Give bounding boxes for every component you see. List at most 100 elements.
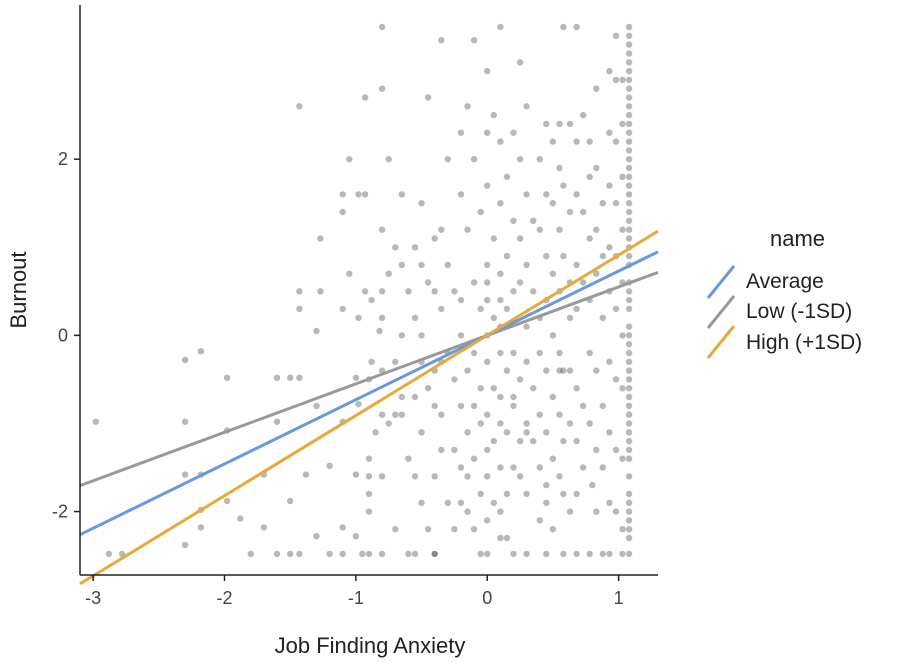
scatter-point — [625, 129, 633, 136]
scatter-point — [398, 191, 405, 198]
scatter-point — [619, 526, 626, 533]
scatter-point — [523, 323, 530, 330]
scatter-point — [625, 120, 633, 128]
scatter-point — [516, 279, 524, 286]
scatter-point — [313, 402, 320, 410]
scatter-point — [606, 429, 613, 436]
scatter-point — [549, 455, 557, 462]
scatter-point — [612, 138, 620, 145]
scatter-point — [296, 305, 303, 313]
scatter-point — [560, 182, 567, 189]
scatter-point — [431, 402, 438, 410]
scatter-point — [484, 296, 491, 304]
scatter-point — [543, 120, 550, 128]
scatter-point — [355, 400, 362, 408]
scatter-point — [368, 358, 375, 365]
scatter-point — [625, 252, 633, 260]
scatter-point — [365, 550, 373, 558]
scatter-point — [573, 261, 580, 269]
scatter-point — [237, 515, 244, 522]
scatter-point — [497, 508, 504, 515]
scatter-point — [431, 235, 438, 242]
scatter-point — [197, 348, 205, 355]
scatter-point — [457, 129, 465, 136]
scatter-point — [536, 226, 543, 233]
scatter-point — [376, 327, 383, 335]
scatter-point — [484, 411, 491, 418]
scatter-point — [470, 526, 478, 533]
scatter-point — [625, 341, 633, 348]
scatter-point — [579, 279, 587, 286]
scatter-point — [612, 305, 620, 313]
scatter-point — [606, 67, 613, 75]
scatter-point — [438, 226, 445, 233]
scatter-point — [619, 120, 626, 128]
scatter-point — [510, 393, 517, 401]
scatter-point — [523, 358, 530, 365]
scatter-point — [497, 200, 504, 207]
scatter-point — [503, 367, 511, 374]
scatter-point — [523, 103, 530, 110]
scatter-point — [573, 23, 580, 31]
scatter-point — [625, 94, 633, 101]
scatter-point — [566, 208, 574, 216]
scatter-point — [606, 244, 613, 251]
scatter-point — [586, 550, 593, 558]
scatter-point — [593, 226, 600, 233]
scatter-point — [625, 490, 633, 498]
scatter-point — [497, 349, 504, 357]
scatter-point — [470, 349, 478, 357]
scatter-point — [497, 534, 504, 542]
scatter-point — [451, 376, 458, 383]
scatter-point — [451, 288, 458, 295]
x-axis-title: Job Finding Anxiety — [275, 633, 466, 658]
x-tick-label: -1 — [348, 588, 364, 608]
scatter-point — [339, 305, 346, 313]
scatter-point — [530, 288, 537, 295]
scatter-point — [385, 420, 392, 427]
scatter-point — [573, 550, 580, 558]
scatter-point — [566, 314, 574, 321]
scatter-point — [457, 402, 465, 410]
scatter-point — [599, 464, 606, 471]
scatter-point — [625, 103, 633, 110]
scatter-point — [625, 508, 633, 515]
scatter-point — [619, 332, 626, 339]
scatter-point — [536, 517, 543, 524]
scatter-point — [444, 261, 451, 269]
scatter-point — [625, 138, 633, 145]
scatter-point — [352, 471, 360, 478]
scatter-point — [497, 138, 504, 145]
scatter-point — [593, 367, 600, 374]
scatter-point — [477, 208, 484, 216]
scatter-point — [497, 393, 504, 401]
scatter-point — [549, 393, 557, 401]
scatter-point — [530, 385, 537, 392]
scatter-point — [392, 411, 399, 418]
scatter-point — [181, 418, 189, 425]
scatter-point — [181, 541, 189, 549]
regression-line-low-1sd — [79, 270, 659, 488]
scatter-point — [424, 385, 432, 392]
scatter-point — [497, 464, 504, 471]
scatter-point — [438, 446, 445, 454]
scatter-point — [497, 296, 504, 304]
scatter-point — [510, 129, 517, 136]
scatter-point — [247, 550, 254, 558]
scatter-point — [490, 437, 497, 445]
scatter-point — [560, 252, 567, 260]
scatter-point — [560, 367, 567, 374]
scatter-point — [516, 376, 524, 383]
scatter-point — [470, 402, 478, 410]
scatter-point — [556, 367, 563, 374]
scatter-point — [510, 349, 517, 357]
scatter-point — [431, 550, 438, 558]
scatter-point — [543, 481, 550, 489]
scatter-point — [625, 235, 633, 242]
scatter-point — [523, 550, 530, 558]
scatter-point — [543, 252, 550, 260]
scatter-point — [296, 550, 303, 558]
scatter-point — [392, 358, 399, 365]
scatter-point — [625, 305, 633, 313]
scatter-point — [464, 367, 471, 374]
